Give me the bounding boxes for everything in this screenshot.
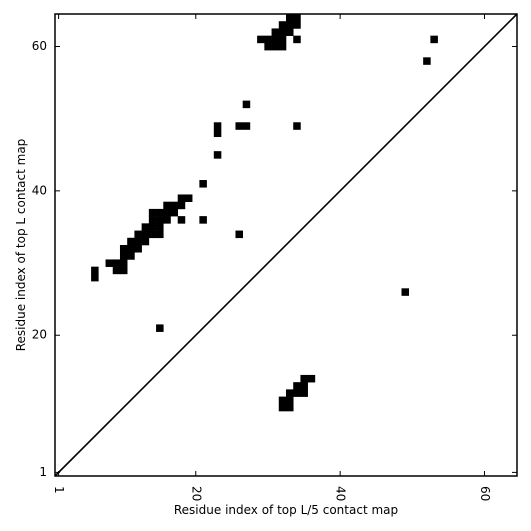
contact-cell-upper [278, 21, 287, 29]
contact-cell-upper [177, 216, 186, 224]
contact-cell-upper [293, 14, 301, 22]
contact-cell-upper [271, 28, 280, 36]
contact-cell-upper [271, 42, 280, 51]
y-tick-label: 60 [32, 39, 47, 53]
x-tick-label: 1 [52, 486, 66, 494]
contact-cell-upper [112, 266, 121, 275]
contact-cell-upper [170, 201, 179, 210]
contact-cell-lower [286, 396, 294, 405]
x-tick-label: 60 [478, 486, 492, 501]
contact-cell-lower [300, 374, 308, 383]
contact-cell-upper [134, 237, 142, 246]
contact-cell-upper [119, 266, 128, 275]
contact-cell-upper [257, 35, 265, 44]
y-tick-label: 40 [32, 183, 47, 197]
contact-cell-upper [141, 237, 150, 246]
x-tick-label: 40 [334, 486, 348, 501]
contact-cell-upper [235, 122, 243, 130]
contact-cell-lower [293, 382, 301, 390]
contact-cell-upper [163, 208, 171, 217]
contact-cell-upper [293, 35, 301, 44]
contact-cell-upper [148, 230, 157, 239]
contact-cell-upper [134, 245, 142, 253]
contact-cell-upper [271, 35, 280, 44]
contact-cell-lower [293, 389, 301, 397]
contact-cell-upper [278, 42, 287, 51]
contact-cell-upper [156, 223, 164, 231]
contact-cell-lower [278, 396, 287, 405]
contact-cell-upper [156, 324, 164, 332]
contact-cell-upper [293, 122, 301, 130]
contact-cell-upper [286, 21, 294, 29]
contact-cell-upper [148, 223, 157, 231]
contact-cell-upper [278, 35, 287, 44]
contact-cell-upper [235, 230, 243, 239]
contact-cell-upper [141, 230, 150, 239]
contact-cell-upper [134, 230, 142, 239]
contact-cell-upper [127, 237, 135, 246]
contact-cell-upper [112, 259, 121, 267]
contact-cell-upper [91, 273, 99, 282]
contact-cell-upper [293, 21, 301, 29]
contact-cell-upper [199, 216, 207, 224]
plot-frame [54, 13, 518, 477]
contact-cell-upper [177, 201, 186, 210]
y-axis-label: Residue index of top L contact map [14, 139, 28, 352]
contact-cell-lower [278, 403, 287, 412]
y-tick-label: 20 [32, 328, 47, 342]
contact-cell-upper [148, 216, 157, 224]
contact-cell-upper [430, 35, 438, 44]
x-axis-label: Residue index of top L/5 contact map [174, 503, 398, 517]
contact-cell-upper [127, 252, 135, 260]
contact-cell-upper [177, 194, 186, 202]
contact-cell-upper [278, 28, 287, 36]
contact-cell-upper [105, 259, 114, 267]
contact-cell-upper [199, 180, 207, 188]
contact-cells [91, 14, 438, 412]
contact-cell-lower [300, 382, 308, 390]
contact-cell-upper [119, 245, 128, 253]
y-tick-label: 1 [39, 465, 47, 479]
contact-cell-upper [184, 194, 193, 202]
contact-cell-upper [163, 216, 171, 224]
contact-cell-upper [163, 201, 171, 210]
contact-cell-lower [307, 374, 316, 383]
contact-cell-upper [286, 14, 294, 22]
contact-cell-upper [213, 151, 222, 159]
contact-cell-lower [286, 403, 294, 412]
contact-cell-upper [156, 230, 164, 239]
contact-cell-upper [91, 266, 99, 275]
contact-cell-upper [156, 216, 164, 224]
contact-cell-upper [286, 28, 294, 36]
contact-cell-upper [213, 122, 222, 130]
contact-cell-lower [401, 288, 410, 296]
contact-cell-lower [286, 389, 294, 397]
x-tick-label: 20 [189, 486, 203, 501]
axis-ticks: 1 20 40 60 1 20 40 60 [32, 14, 517, 501]
contact-cell-upper [264, 42, 272, 51]
contact-cell-upper [141, 223, 150, 231]
contact-cell-upper [148, 208, 157, 217]
contact-cell-upper [119, 252, 128, 260]
contact-cell-upper [242, 100, 251, 109]
contact-cell-upper [213, 129, 222, 138]
contact-cell-upper [170, 208, 179, 217]
contact-cell-upper [156, 208, 164, 217]
contact-cell-upper [264, 35, 272, 44]
diagonal-line [54, 13, 518, 477]
contact-cell-upper [119, 259, 128, 267]
contact-cell-upper [242, 122, 251, 130]
contact-cell-upper [423, 57, 431, 65]
contact-cell-upper [127, 245, 135, 253]
contact-cell-lower [300, 389, 308, 397]
